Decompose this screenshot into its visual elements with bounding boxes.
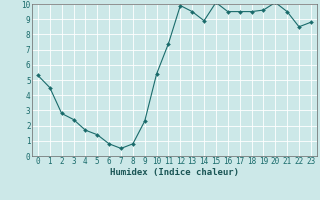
X-axis label: Humidex (Indice chaleur): Humidex (Indice chaleur) bbox=[110, 168, 239, 177]
